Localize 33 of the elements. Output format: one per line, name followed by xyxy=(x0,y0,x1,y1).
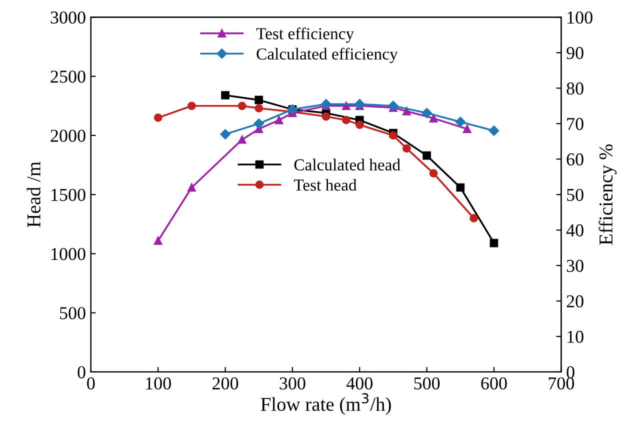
y2-tick-label: 100 xyxy=(568,11,592,24)
y-axis-title: Head /m xyxy=(26,162,40,228)
x-tick-label: 400 xyxy=(346,377,372,390)
y2-tick-label: 10 xyxy=(568,330,584,343)
y2-tick-label: 90 xyxy=(566,46,584,60)
x-tick-label: 100 xyxy=(146,377,171,390)
legend-label: Calculated efficiency xyxy=(256,48,398,64)
x-tick-label: 300 xyxy=(280,377,306,390)
y-tick-label: 2000 xyxy=(50,130,86,142)
y-tick-label: 0 xyxy=(78,366,86,378)
legend-label: Test head xyxy=(294,178,357,191)
y2-tick-label: 70 xyxy=(567,118,584,130)
y-tick-label: 3000 xyxy=(50,11,86,24)
x-tick-label: 200 xyxy=(212,377,238,390)
y2-tick-label: 80 xyxy=(566,82,584,95)
legend-label: Calculated head xyxy=(294,158,400,170)
y2-axis-title: Efficiency % xyxy=(598,144,617,245)
y-tick-label: 2500 xyxy=(50,70,86,83)
y-tick-label: 1000 xyxy=(52,248,86,260)
y2-tick-label: 0 xyxy=(566,366,574,378)
y2-tick-label: 50 xyxy=(567,188,584,202)
y-tick-label: 500 xyxy=(60,307,86,320)
y2-tick-label: 40 xyxy=(566,224,584,236)
x-tick-label: 700 xyxy=(548,377,574,390)
x-axis-title: Flow rate (m$^{3}$/h) xyxy=(260,393,391,415)
x-tick-label: 600 xyxy=(481,377,507,390)
y2-tick-label: 30 xyxy=(566,260,584,272)
y-tick-label: 1500 xyxy=(52,188,86,202)
y2-tick-label: 60 xyxy=(566,153,584,166)
x-tick-label: 0 xyxy=(87,377,95,390)
legend-label: Test efficiency xyxy=(256,27,354,43)
y2-tick-label: 20 xyxy=(566,295,584,308)
x-tick-label: 500 xyxy=(414,377,440,390)
